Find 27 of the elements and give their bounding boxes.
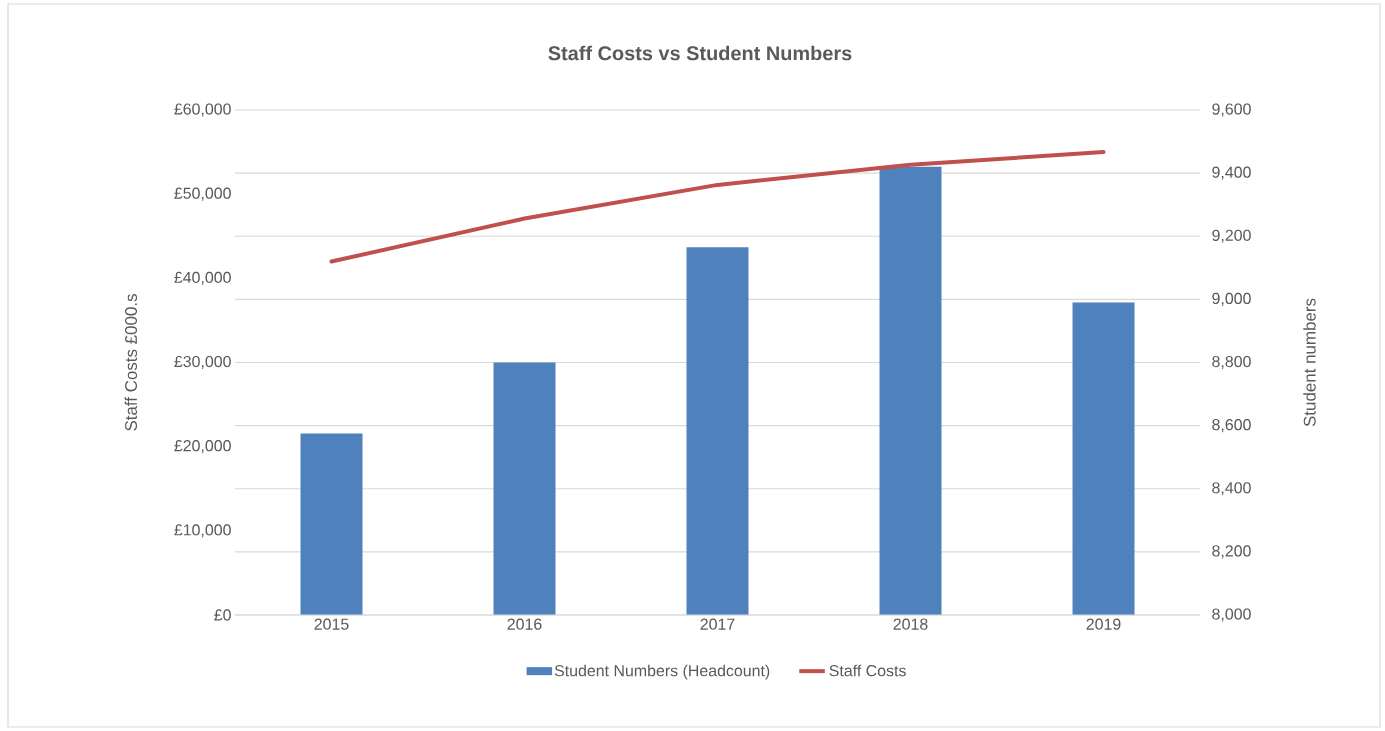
y-tick-label: £60,000 — [174, 103, 231, 117]
y2-tick-label: 8,000 — [1212, 608, 1251, 622]
y-tick-label: £30,000 — [174, 355, 231, 370]
chart-title: Staff Costs vs Student Numbers — [548, 45, 852, 61]
y2-tick-label: 8,800 — [1212, 355, 1251, 370]
y2-tick-label: 8,200 — [1212, 545, 1251, 559]
y-tick-label: £0 — [214, 609, 231, 621]
y2-tick-label: 9,400 — [1212, 166, 1251, 180]
x-tick-label: 2017 — [700, 618, 735, 630]
x-tick-label: 2016 — [507, 618, 542, 630]
y2-tick-label: 8,600 — [1212, 419, 1251, 433]
x-tick-label: 2015 — [314, 618, 349, 630]
legend-label: Staff Costs — [829, 664, 906, 677]
x-tick-label: 2018 — [893, 618, 928, 630]
y-tick-label: £40,000 — [174, 271, 231, 285]
y-tick-label: £20,000 — [174, 440, 231, 454]
line-series — [329, 150, 1106, 264]
legend-label: Student Numbers (Headcount) — [554, 664, 770, 680]
y-tick-label: £50,000 — [174, 187, 231, 201]
y-axis-title: Staff Costs £000.s — [124, 294, 138, 431]
x-tick-label: 2019 — [1086, 618, 1121, 630]
y2-axis-title: Student numbers — [1303, 298, 1316, 427]
y-tick-label: £10,000 — [174, 524, 231, 538]
y2-tick-label: 9,200 — [1212, 229, 1251, 243]
y2-tick-label: 8,400 — [1212, 482, 1251, 496]
y2-tick-label: 9,000 — [1212, 292, 1251, 306]
y2-tick-label: 9,600 — [1212, 103, 1251, 117]
